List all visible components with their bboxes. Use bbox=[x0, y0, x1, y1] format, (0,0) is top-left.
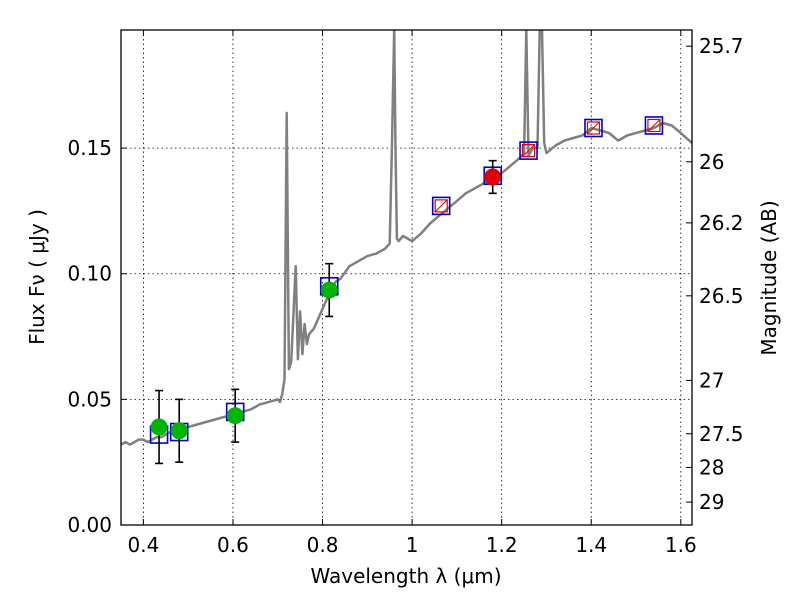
y-tick-label: 0.05 bbox=[67, 387, 112, 411]
spectrum-line bbox=[121, 30, 692, 446]
y2-tick-label: 29 bbox=[699, 490, 724, 514]
x-axis: 0.4 0.6 0.8 1 1.2 1.4 1.6 bbox=[127, 30, 697, 557]
y2-tick-label: 27 bbox=[699, 368, 724, 392]
x-tick-label: 0.8 bbox=[307, 533, 339, 557]
y2-tick-label: 27.5 bbox=[699, 422, 744, 446]
x-tick-label: 1.4 bbox=[575, 533, 607, 557]
model-square bbox=[584, 118, 603, 138]
upper-limit-slash bbox=[647, 119, 661, 132]
y2-tick-label: 26.5 bbox=[699, 284, 744, 308]
upper-limit-square bbox=[586, 121, 601, 135]
grid bbox=[121, 30, 692, 526]
y-tick-label: 0.10 bbox=[67, 262, 112, 286]
observed-point bbox=[320, 281, 338, 299]
y2-tick-label: 28 bbox=[699, 455, 724, 479]
y2-tick-label: 26 bbox=[699, 150, 724, 174]
upper-limit-slash bbox=[522, 144, 535, 157]
model-square bbox=[519, 141, 538, 160]
upper-limit-slash bbox=[587, 121, 600, 135]
upper-limit-square bbox=[434, 199, 448, 213]
observed-point bbox=[484, 168, 502, 186]
upper-limit-slash bbox=[434, 199, 448, 213]
y2-tick-label: 26.2 bbox=[699, 211, 744, 235]
observed-point bbox=[226, 407, 244, 425]
x-tick-label: 1 bbox=[406, 533, 419, 557]
y2-tick-label: 25.7 bbox=[699, 34, 744, 58]
plot-frame bbox=[120, 29, 693, 526]
y-tick-label: 0.00 bbox=[67, 513, 112, 537]
y-axis: 0.00 0.05 0.10 0.15 bbox=[67, 136, 127, 537]
upper-limit-square bbox=[521, 144, 536, 158]
plot-area bbox=[121, 30, 692, 465]
observed-point bbox=[150, 418, 168, 436]
model-square bbox=[644, 116, 664, 135]
observed-point bbox=[170, 422, 188, 440]
y2-axis-label: Magnitude (AB) bbox=[757, 200, 781, 355]
upper-limit-square bbox=[647, 118, 661, 133]
x-tick-label: 1.2 bbox=[486, 533, 518, 557]
x-tick-label: 0.4 bbox=[127, 533, 159, 557]
y-tick-label: 0.15 bbox=[67, 136, 112, 160]
y2-axis: 25.7 26 26.2 26.5 27 27.5 28 29 bbox=[686, 34, 744, 514]
y-axis-label: Flux Fν ( μJy ) bbox=[25, 209, 49, 345]
x-axis-label: Wavelength λ (μm) bbox=[310, 564, 501, 588]
x-tick-label: 0.6 bbox=[217, 533, 249, 557]
x-tick-label: 1.6 bbox=[665, 533, 697, 557]
model-square bbox=[431, 196, 451, 216]
